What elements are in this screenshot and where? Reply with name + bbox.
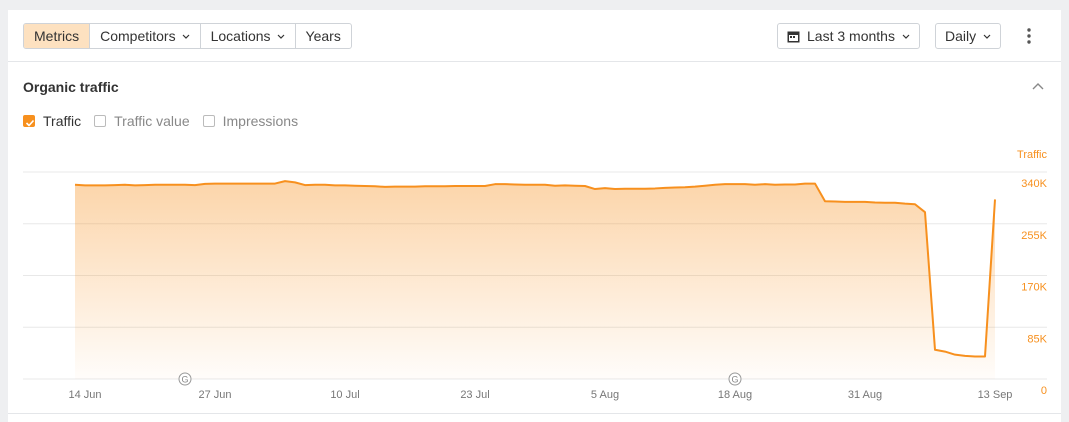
x-tick-label: 18 Aug (718, 389, 752, 401)
x-tick-label: 27 Jun (198, 389, 231, 401)
y-tick-label: 0 (1041, 385, 1047, 397)
annotation-marker (728, 372, 742, 386)
check-mark (25, 119, 35, 127)
interval-label: Daily (945, 28, 977, 44)
section-title: Organic traffic (23, 79, 119, 95)
annotation-label: G (181, 375, 188, 385)
calendar-icon (787, 31, 800, 42)
annotation-label: G (731, 375, 738, 385)
period-button[interactable]: Last 3 months (777, 23, 920, 49)
checkbox[interactable]: Impressions (202, 113, 299, 129)
checkbox[interactable]: Traffic (23, 113, 81, 129)
chart: Traffic 0 85K 170K 255K 340K 14 Jun 27 Jun 10 J… (23, 149, 1048, 401)
interval-button[interactable]: Daily (935, 23, 1002, 49)
tab[interactable]: Locations (201, 24, 296, 48)
divider (8, 413, 1061, 414)
tab-label: Years (305, 28, 341, 44)
traffic-line (74, 180, 996, 358)
y-axis-title: Traffic (1017, 149, 1047, 161)
y-tick-label: 85K (1027, 333, 1047, 345)
checkbox-box (23, 115, 35, 127)
y-tick-label: 170K (1021, 282, 1047, 294)
checkbox-box (202, 115, 215, 127)
tab-group: Metrics Competitors Locations Years (23, 23, 352, 49)
x-tick-label: 13 Sep (978, 389, 1013, 401)
x-tick-label: 31 Aug (848, 389, 882, 401)
area-fill (75, 181, 995, 379)
card: Metrics Competitors Locations Years Last… (8, 10, 1061, 422)
more-menu[interactable] (1025, 27, 1033, 45)
checkbox-label: Traffic (43, 113, 82, 129)
tab-label: Locations (210, 28, 271, 44)
checkbox[interactable]: Traffic value (94, 113, 190, 129)
chevron (182, 34, 190, 39)
y-tick-label: 255K (1021, 230, 1047, 242)
tab-label: Metrics (34, 28, 80, 44)
collapse-icon[interactable] (1032, 82, 1044, 90)
y-tick-label: 340K (1021, 178, 1047, 190)
divider (8, 61, 1061, 62)
period-label: Last 3 months (807, 28, 895, 44)
checkbox-label: Impressions (222, 113, 299, 129)
tab[interactable]: Metrics (24, 24, 91, 48)
x-tick-label: 14 Jun (68, 389, 101, 401)
chevron (983, 34, 991, 39)
x-tick-label: 23 Jul (460, 389, 489, 401)
checkbox-label: Traffic value (114, 113, 190, 129)
tab-label: Competitors (100, 28, 176, 44)
x-tick-label: 5 Aug (591, 389, 619, 401)
checkbox-group: Traffic Traffic value Impressions (23, 113, 298, 129)
checkbox-box (94, 115, 107, 127)
annotation-marker (178, 372, 192, 386)
tab[interactable]: Competitors (90, 24, 201, 48)
chevron (902, 34, 910, 39)
x-tick-label: 10 Jul (330, 389, 359, 401)
chevron (277, 34, 284, 39)
tab[interactable]: Years (296, 24, 351, 48)
